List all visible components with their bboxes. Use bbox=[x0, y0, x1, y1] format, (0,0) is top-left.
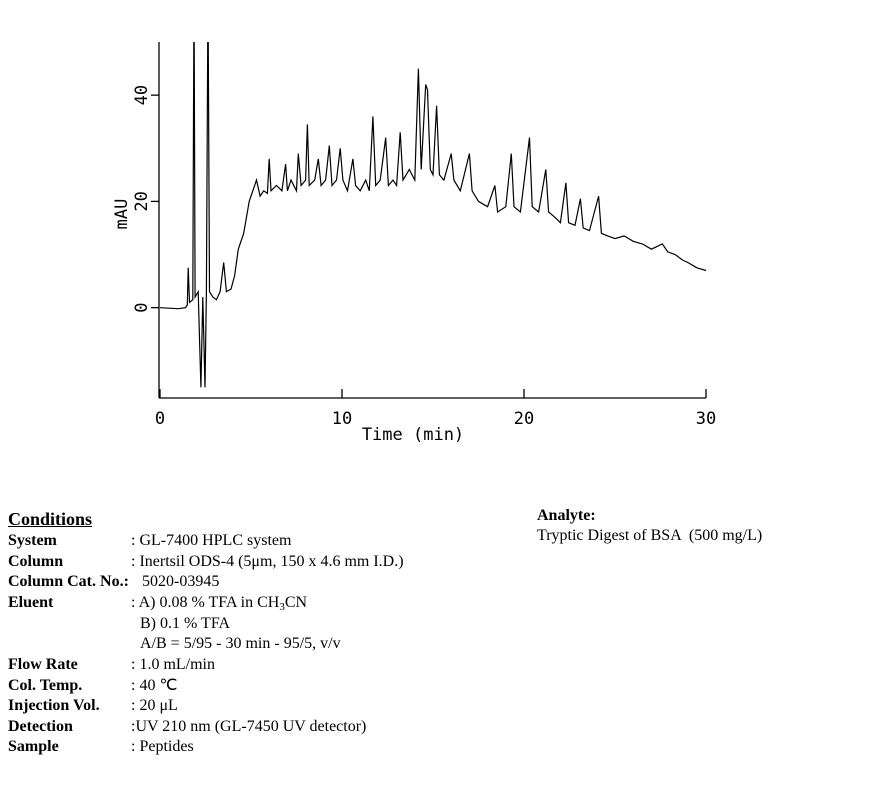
condition-value: :UV 210 nm (GL-7450 UV detector) bbox=[131, 718, 367, 735]
y-tick-label: 0 bbox=[132, 303, 152, 313]
x-tick-label: 10 bbox=[332, 409, 352, 429]
eluent-line: B) 0.1 % TFA bbox=[140, 615, 231, 632]
condition-label: Flow Rate bbox=[8, 656, 78, 673]
eluent-text: : A) 0.08 % TFA in CH bbox=[131, 594, 280, 611]
condition-value: : GL-7400 HPLC system bbox=[131, 532, 292, 549]
condition-label: Column bbox=[8, 553, 64, 570]
analyte-text: Tryptic Digest of BSA (500 mg/L) bbox=[537, 527, 763, 544]
x-axis-label: Time (min) bbox=[362, 425, 464, 445]
x-tick-label: 20 bbox=[514, 409, 534, 429]
condition-value: : 1.0 mL/min bbox=[131, 656, 215, 673]
eluent-text: CN bbox=[284, 594, 308, 611]
eluent-sub: 3 bbox=[279, 601, 285, 613]
y-tick-label: 20 bbox=[132, 191, 152, 211]
y-tick-label: 40 bbox=[132, 85, 152, 105]
conditions-heading: Conditions bbox=[8, 509, 93, 529]
chromatogram-line bbox=[159, 42, 707, 388]
condition-label: Column Cat. No.: bbox=[8, 573, 129, 590]
condition-label: Detection bbox=[8, 718, 73, 735]
x-tick-label: 30 bbox=[696, 409, 716, 429]
eluent-line: A/B = 5/95 - 30 min - 95/5, v/v bbox=[140, 635, 341, 652]
condition-value: : 20 μL bbox=[131, 697, 178, 714]
eluent-line: : A) 0.08 % TFA in CH3CN bbox=[131, 594, 307, 616]
condition-label: System bbox=[8, 532, 57, 549]
analyte-label: Analyte: bbox=[537, 507, 596, 524]
y-axis-label: mAU bbox=[112, 199, 132, 230]
condition-label: Sample bbox=[8, 738, 59, 755]
chart: Time (min) mAU 0 20 40 0 10 20 30 bbox=[112, 42, 716, 445]
x-tick-label: 0 bbox=[155, 409, 165, 429]
condition-label: Col. Temp. bbox=[8, 677, 83, 694]
condition-label: Injection Vol. bbox=[8, 697, 100, 714]
condition-value: : Inertsil ODS-4 (5μm, 150 x 4.6 mm I.D.… bbox=[131, 553, 404, 570]
eluent-label: Eluent bbox=[8, 594, 54, 611]
condition-value: 5020-03945 bbox=[138, 573, 220, 590]
condition-value: : 40 ℃ bbox=[131, 677, 178, 694]
condition-value: : Peptides bbox=[131, 738, 194, 755]
